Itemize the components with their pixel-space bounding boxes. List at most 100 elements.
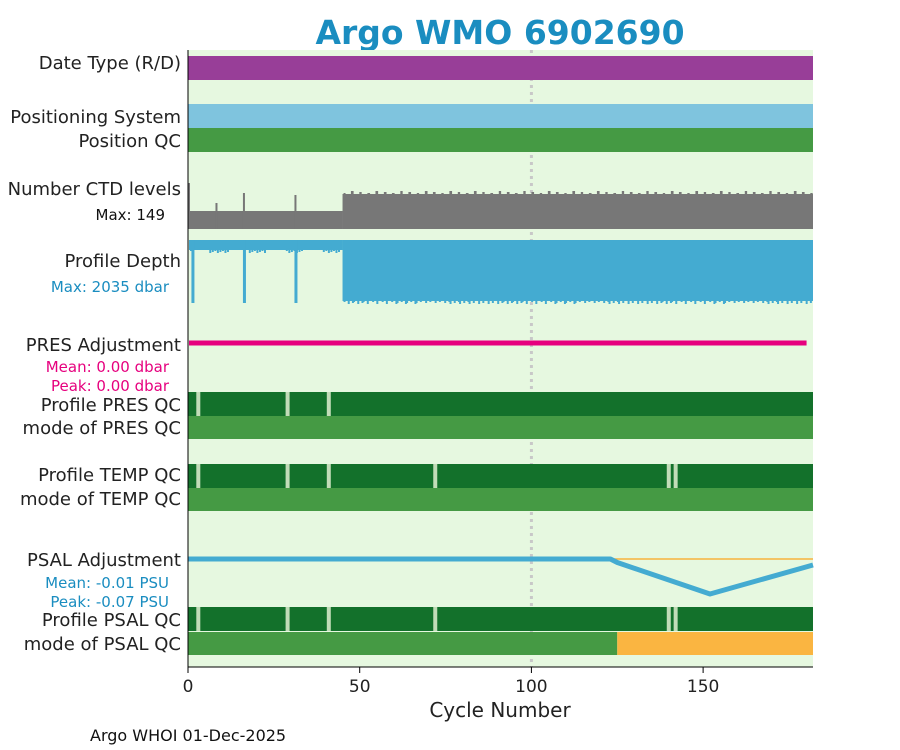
ctd-levels-spike: [294, 195, 297, 229]
profile-pres-qc-bar-gap: [326, 392, 331, 416]
profile-depth-spike: [565, 301, 568, 303]
profile-depth-spike: [332, 250, 335, 251]
label-psal-mean: Mean: -0.01 PSU: [45, 574, 169, 592]
ctd-levels-spike: [547, 191, 550, 194]
ctd-levels-spike: [752, 192, 755, 194]
profile-depth-spike: [728, 301, 731, 302]
profile-depth-spike: [531, 301, 534, 302]
profile-psal-qc-bar-gap: [433, 607, 438, 631]
plot-background: [188, 50, 813, 667]
ctd-levels-spike: [662, 193, 665, 194]
profile-depth-spike: [253, 250, 256, 251]
profile-depth-spike: [438, 301, 441, 302]
profile-depth-spike: [415, 301, 418, 303]
label-position-qc: Position QC: [78, 131, 181, 152]
label-positioning-system: Positioning System: [10, 107, 181, 128]
profile-depth-spike: [588, 301, 591, 302]
profile-depth-bar-full: [342, 240, 813, 301]
profile-depth-spike: [219, 250, 222, 252]
profile-depth-spike: [434, 301, 437, 303]
ctd-levels-spike: [539, 193, 542, 194]
profile-depth-spike: [555, 301, 558, 303]
label-mode-pres-qc: mode of PRES QC: [23, 418, 181, 439]
ctd-levels-spike: [695, 191, 698, 194]
ctd-levels-spike: [449, 191, 452, 194]
ctd-levels-spike: [350, 191, 353, 194]
profile-depth-spike: [550, 301, 553, 302]
profile-temp-qc-bar-gap: [285, 464, 290, 488]
profile-depth-spike: [684, 301, 687, 304]
psal-adjustment-line: [188, 556, 814, 597]
profile-psal-qc-bar: [188, 607, 813, 631]
profile-depth-spike: [608, 301, 611, 304]
profile-depth-spike: [497, 301, 500, 304]
ctd-levels-spike: [531, 192, 534, 194]
label-depth-max: Max: 2035 dbar: [51, 278, 170, 296]
profile-psal-qc-bar-gap: [673, 607, 678, 631]
profile-depth-spike: [467, 301, 470, 302]
profile-depth-spike: [656, 301, 659, 304]
ctd-levels-spike: [482, 192, 485, 194]
profile-depth-spike: [391, 301, 394, 302]
ctd-levels-spike: [654, 192, 657, 194]
profile-depth-spike: [472, 301, 475, 303]
profile-depth-spike: [376, 301, 379, 304]
profile-depth-spike: [347, 301, 350, 304]
profile-depth-spike: [525, 301, 528, 304]
profile-depth-spike: [414, 301, 417, 304]
profile-depth-spike: [406, 301, 409, 303]
profile-depth-spike: [737, 301, 740, 302]
profile-depth-spike: [512, 301, 515, 302]
x-tick-label: 50: [349, 677, 371, 697]
profile-depth-spike: [224, 250, 227, 253]
profile-depth-spike: [747, 301, 750, 302]
profile-depth-spike: [335, 250, 338, 253]
profile-depth-spike: [361, 301, 364, 303]
profile-depth-spike: [554, 301, 557, 304]
profile-depth-spike: [214, 250, 217, 251]
profile-depth-spike: [343, 301, 346, 302]
profile-depth-spike: [612, 301, 615, 303]
ctd-levels-spike: [416, 193, 419, 194]
profile-depth-spike: [419, 301, 422, 302]
profile-depth-spike: [627, 301, 630, 304]
ctd-levels-spike: [555, 192, 558, 194]
ctd-levels-spike: [678, 192, 681, 194]
ctd-levels-spike: [629, 192, 632, 194]
chart-title: Argo WMO 6902690: [315, 13, 684, 52]
profile-depth-spike: [478, 301, 481, 304]
label-profile-depth: Profile Depth: [64, 251, 181, 272]
profile-pres-qc-bar-gap: [196, 392, 201, 416]
ctd-levels-spike: [400, 191, 403, 194]
profile-depth-spike: [395, 301, 398, 304]
profile-psal-qc-bar-gap: [666, 607, 671, 631]
footer-credit: Argo WHOI 01-Dec-2025: [90, 726, 286, 745]
profile-depth-spike: [264, 250, 266, 253]
profile-depth-spike: [351, 301, 354, 303]
profile-depth-spike: [322, 250, 325, 252]
profile-depth-spike: [675, 301, 678, 304]
profile-depth-spike: [288, 250, 291, 253]
x-axis-label: Cycle Number: [429, 698, 571, 722]
mode-psal-qc-bar-flagged: [617, 632, 813, 655]
profile-depth-spike: [535, 301, 538, 304]
plot-marks: [188, 50, 814, 667]
ctd-levels-spike: [242, 193, 245, 229]
profile-depth-spike: [665, 301, 668, 304]
ctd-levels-spike: [498, 191, 501, 194]
profile-depth-spike: [290, 250, 293, 252]
profile-depth-spike: [762, 301, 765, 303]
label-profile-pres-qc: Profile PRES QC: [41, 395, 181, 416]
profile-depth-spike: [372, 301, 375, 302]
profile-pres-qc-bar-gap: [285, 392, 290, 416]
profile-depth-spike: [540, 301, 543, 302]
ctd-levels-bar-early: [189, 211, 343, 229]
label-pres-adjustment: PRES Adjustment: [26, 335, 181, 356]
profile-depth-spike: [293, 250, 296, 251]
profile-depth-spike: [190, 250, 192, 251]
profile-depth-spike: [680, 301, 683, 302]
profile-depth-spike: [209, 250, 212, 253]
profile-depth-spike: [607, 301, 610, 302]
label-psal-peak: Peak: -0.07 PSU: [50, 593, 169, 611]
ctd-levels-spike: [580, 192, 583, 194]
